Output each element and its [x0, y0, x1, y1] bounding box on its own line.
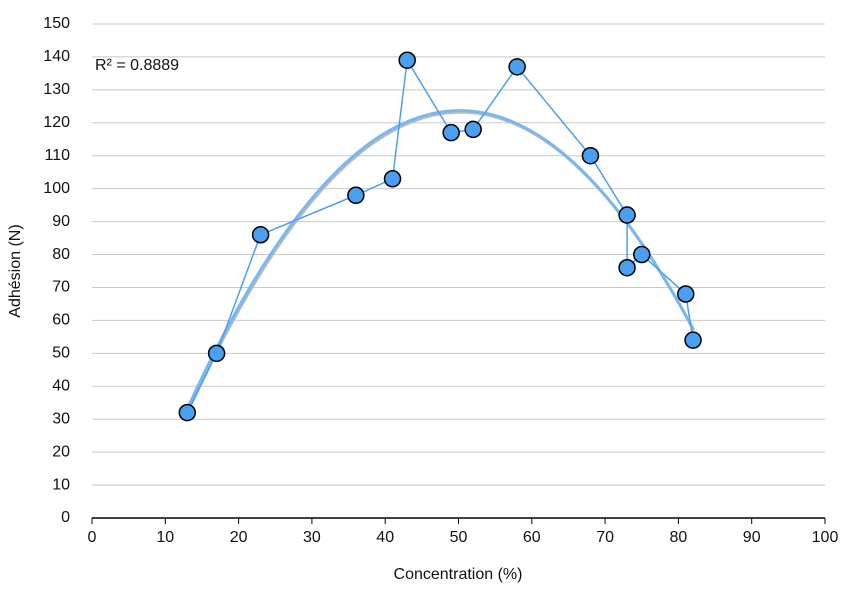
y-tick-label: 70: [52, 279, 70, 296]
x-tick-label: 40: [376, 529, 394, 546]
point: [633, 245, 651, 264]
y-tick-label: 150: [43, 15, 70, 32]
x-tick-label: 60: [523, 529, 541, 546]
point: [347, 186, 365, 205]
y-tick-label: 20: [52, 443, 70, 460]
trendline: [185, 109, 695, 410]
y-tick-label: 130: [43, 81, 70, 98]
x-tick-label: 20: [230, 529, 248, 546]
x-tick-label: 0: [88, 529, 97, 546]
point: [618, 258, 636, 277]
y-tick-label: 60: [52, 312, 70, 329]
point: [581, 146, 600, 165]
point: [383, 170, 402, 188]
point: [442, 123, 460, 142]
y-tick-label: 40: [52, 377, 70, 394]
x-tick-label: 10: [156, 529, 174, 546]
point: [398, 51, 416, 69]
y-tick-label: 120: [43, 114, 70, 131]
y-tick-label: 50: [52, 345, 70, 362]
y-tick-label: 0: [61, 509, 70, 526]
r-squared: R² = 0.8889: [95, 57, 179, 74]
point: [251, 226, 270, 244]
y-tick-label: 90: [52, 213, 70, 230]
x-tick-label: 70: [596, 529, 614, 546]
point: [684, 331, 702, 349]
y-tick-label: 30: [52, 410, 70, 427]
point: [676, 285, 695, 303]
x-tick-label: 30: [303, 529, 321, 546]
x-tick-label: 90: [743, 529, 761, 546]
y-tick-label: 140: [43, 48, 70, 65]
trendline-shadow: [186, 110, 696, 412]
point: [207, 344, 226, 363]
point: [618, 206, 636, 224]
point: [508, 58, 526, 76]
point: [178, 403, 197, 422]
y-tick-label: 80: [52, 246, 70, 263]
y-tick-label: 100: [43, 180, 70, 197]
y-axis-title: Adhésion (N): [7, 224, 24, 317]
x-tick-label: 50: [450, 529, 468, 546]
x-tick-label: 100: [812, 529, 839, 546]
y-tick-label: 110: [44, 147, 70, 164]
y-tick-label: 10: [52, 476, 70, 493]
x-tick-label: 80: [670, 529, 688, 546]
x-axis-title: Concentration (%): [394, 566, 523, 583]
point: [464, 120, 482, 139]
